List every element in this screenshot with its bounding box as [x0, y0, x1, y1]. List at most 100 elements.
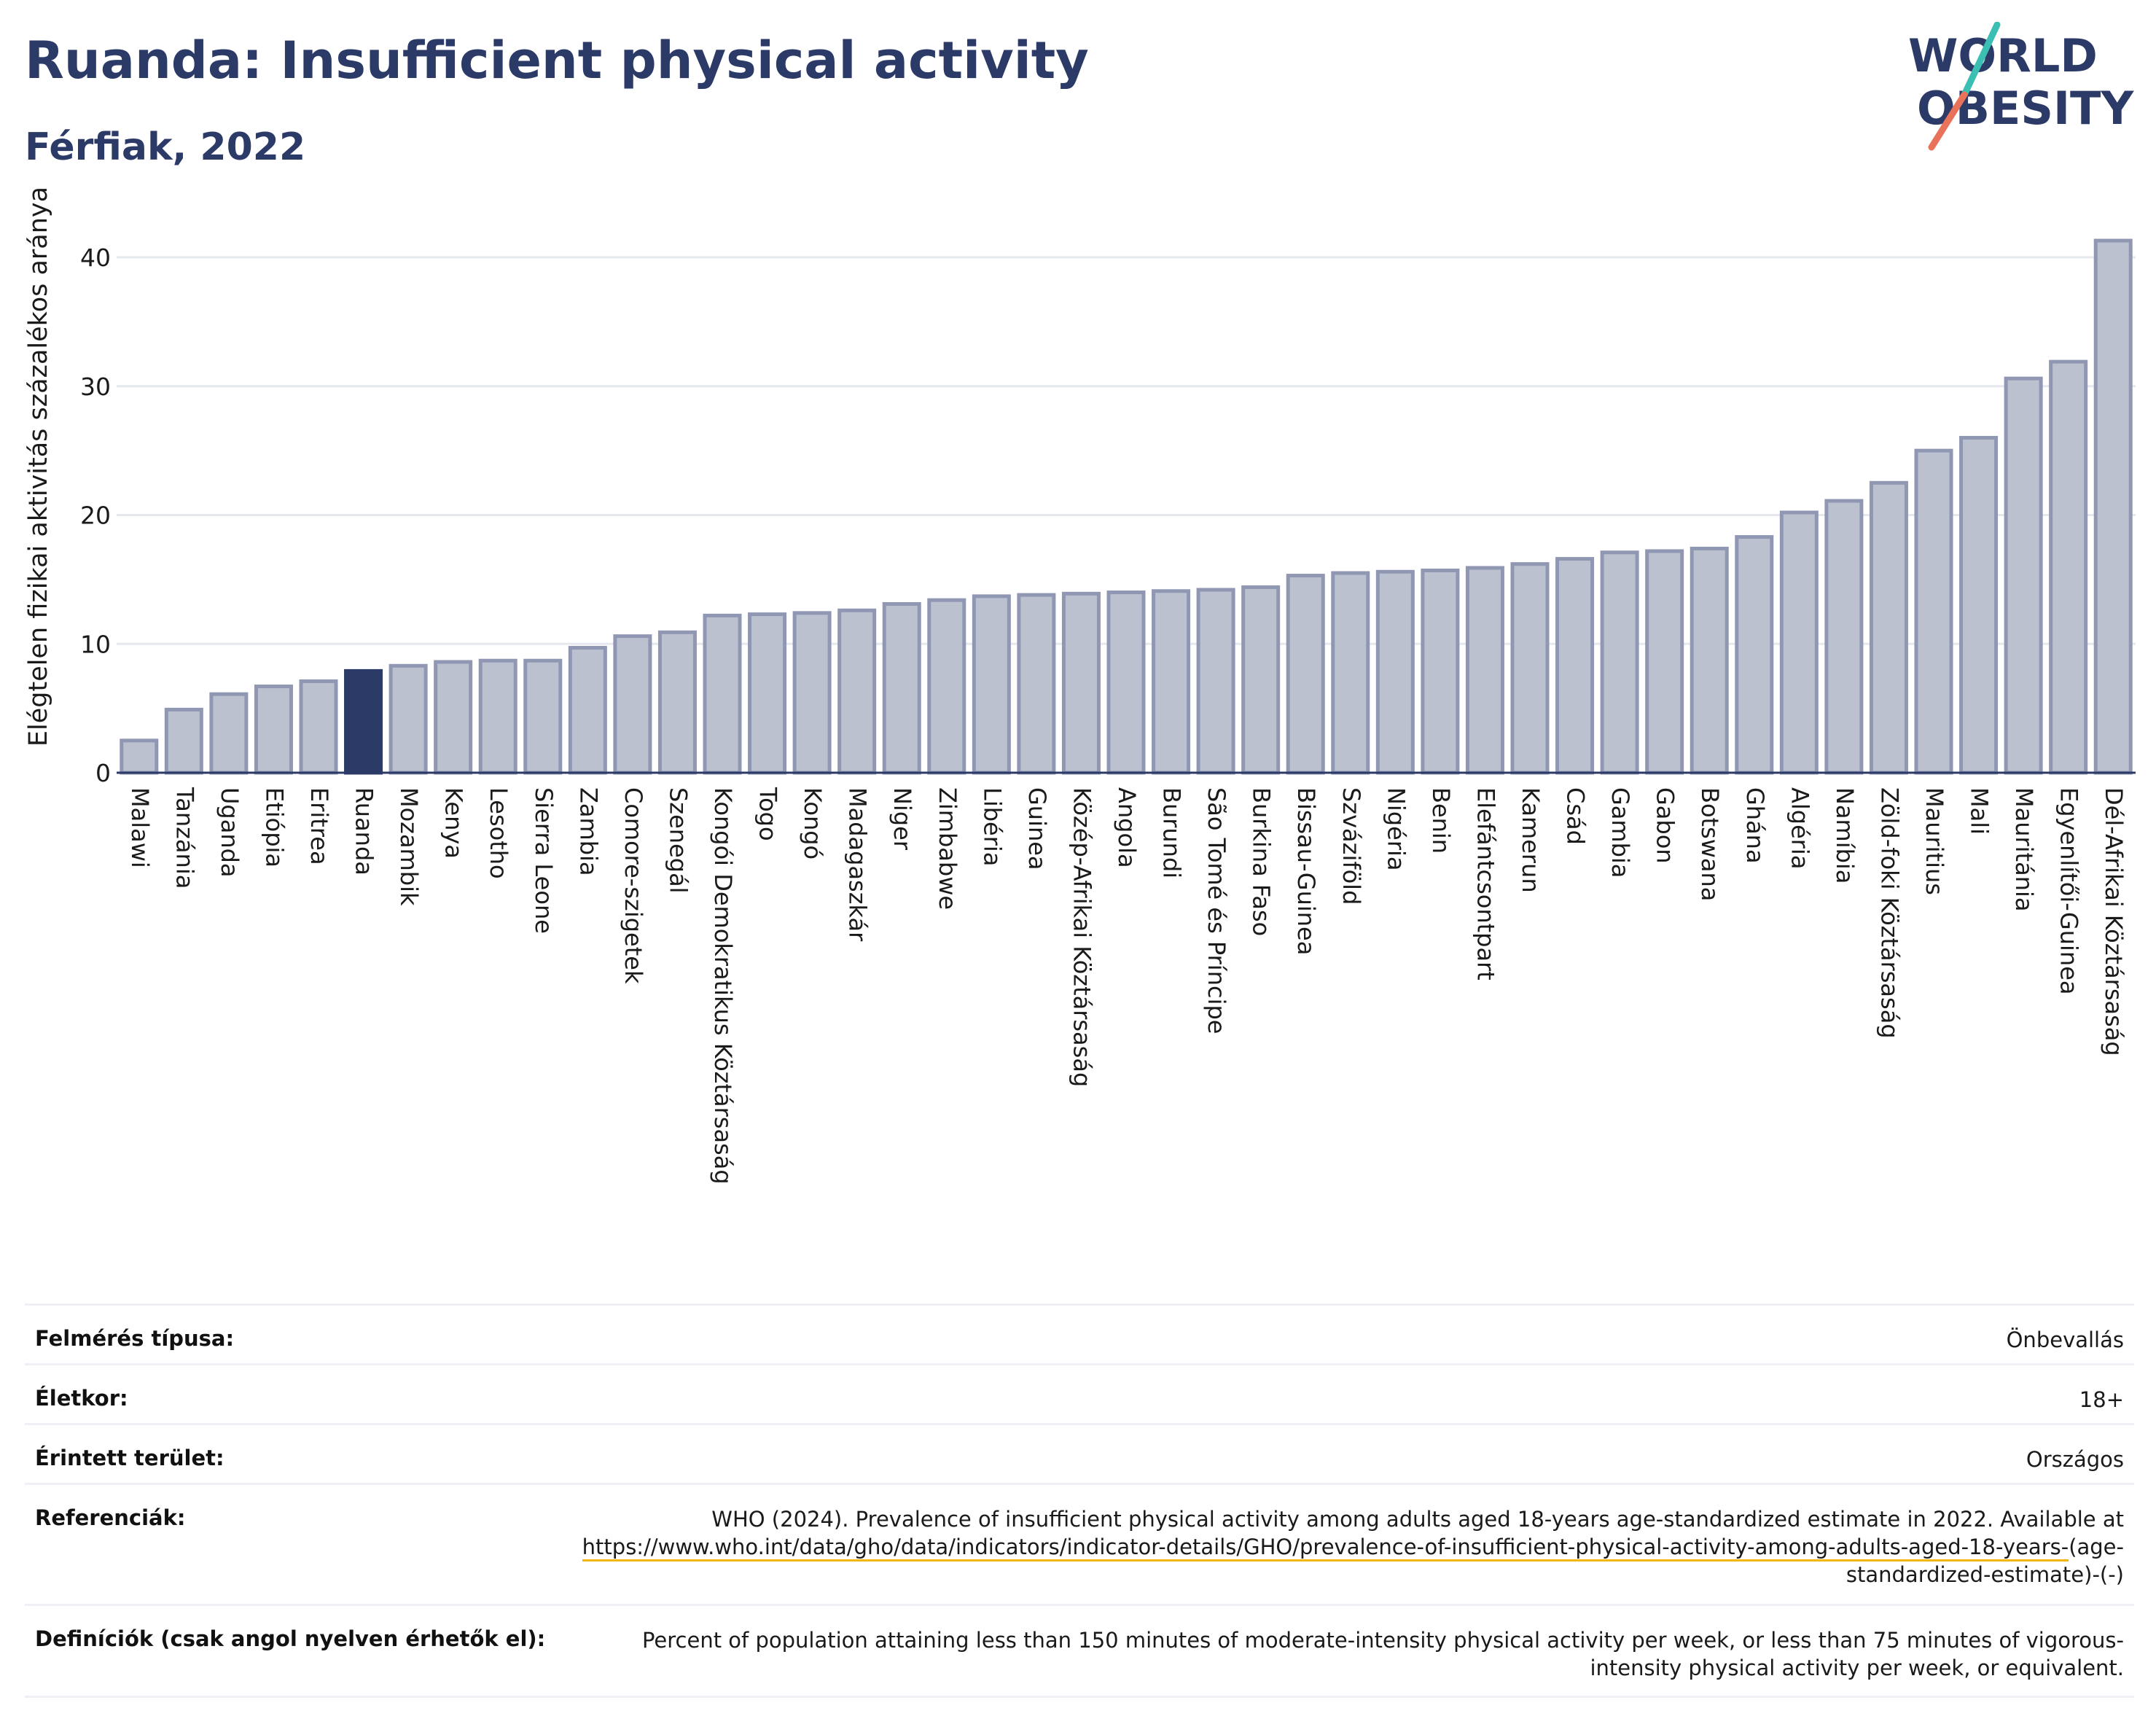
x-tick-label: Szváziföld	[1337, 787, 1365, 905]
x-tick-label: Nigéria	[1382, 787, 1410, 870]
x-tick-label: Kamerun	[1517, 787, 1544, 893]
bar	[1959, 435, 1999, 775]
bar	[2093, 238, 2133, 775]
x-tick-label: Bissau-Guinea	[1292, 787, 1320, 955]
x-tick-label: Madagaszkár	[844, 787, 872, 942]
bar	[972, 594, 1011, 775]
bar	[748, 612, 787, 775]
bar	[164, 707, 203, 775]
x-tick-label: Elefántcsontpart	[1472, 787, 1499, 980]
info-row-references: Referenciák: WHO (2024). Prevalence of i…	[25, 1483, 2134, 1605]
info-row-age: Életkor: 18+	[25, 1364, 2134, 1424]
chart-title: Ruanda: Insufficient physical activity	[25, 31, 1089, 90]
logo-slash-teal	[1961, 22, 2001, 98]
x-tick-label: Dél-Afrikai Köztársaság	[2100, 787, 2128, 1056]
x-tick-label: Ghána	[1741, 787, 1769, 864]
bar	[1421, 569, 1460, 775]
info-row-survey: Felmérés típusa: Önbevallás	[25, 1304, 2134, 1365]
bar	[1196, 588, 1235, 775]
x-tick-label: Egyenlítői-Guinea	[2055, 787, 2083, 995]
bar	[1555, 557, 1595, 775]
bar	[120, 738, 159, 775]
bar	[299, 679, 338, 775]
y-axis-label: Elégtelen fizikai aktivitás százalékos a…	[24, 187, 53, 746]
x-tick-label: Zöld-foki Köztársaság	[1875, 787, 1903, 1039]
bar	[927, 598, 966, 775]
logo-slash-coral	[1928, 91, 1968, 151]
x-tick-label: Mozambik	[395, 787, 423, 906]
x-tick-label: Csád	[1562, 787, 1590, 845]
bar-highlighted	[344, 668, 383, 775]
x-tick-label: Eritrea	[305, 787, 333, 865]
world-obesity-logo: WORLD OBESITY	[1908, 22, 2134, 151]
x-tick-label: Kongó	[799, 787, 827, 859]
x-tick-label: Tanzánia	[171, 787, 198, 889]
references-text: WHO (2024). Prevalence of insufficient p…	[711, 1507, 2124, 1532]
bar	[1152, 589, 1191, 775]
bar	[2049, 359, 2088, 775]
bar	[1600, 550, 1639, 775]
bar	[1465, 566, 1504, 775]
bar	[1331, 571, 1370, 775]
bar	[478, 658, 517, 775]
info-row-area: Érintett terület: Országos	[25, 1424, 2134, 1484]
x-axis-labels: Malawi Tanzánia Uganda Etiópia Eritrea Ruanda…	[126, 787, 2128, 1185]
x-tick-label: Gambia	[1606, 787, 1634, 878]
y-tick-label: 30	[80, 373, 111, 401]
y-tick-label: 20	[80, 502, 111, 530]
logo-line-1: WORLD	[1908, 29, 2098, 82]
x-tick-label: Uganda	[216, 787, 243, 878]
y-tick-label: 40	[80, 243, 111, 272]
bar	[657, 630, 697, 775]
x-tick-label: Mauritánia	[2010, 787, 2038, 911]
bar	[523, 658, 563, 775]
bar	[1779, 510, 1819, 775]
x-tick-label: Gabon	[1652, 787, 1679, 864]
definitions-label: Definíciók (csak angol nyelven érhetők e…	[35, 1626, 546, 1651]
x-tick-label: Mauritius	[1921, 787, 1948, 895]
references-label: Referenciák:	[35, 1505, 186, 1530]
age-value: 18+	[2079, 1387, 2124, 1412]
info-table: Felmérés típusa: Önbevallás Életkor: 18+…	[25, 1303, 2134, 1698]
x-tick-label: Angola	[1113, 787, 1141, 868]
x-tick-label: Niger	[888, 787, 916, 851]
x-tick-label: Etiópia	[260, 787, 288, 868]
bar	[882, 601, 921, 775]
bar	[1869, 480, 1908, 775]
x-tick-label: Botswana	[1696, 787, 1724, 901]
x-tick-label: Guinea	[1023, 787, 1051, 870]
x-tick-label: Libéria	[978, 787, 1006, 866]
x-tick-label: Namíbia	[1831, 787, 1859, 884]
x-tick-label: Kongói Demokratikus Köztársaság	[709, 787, 737, 1185]
x-tick-label: Sierra Leone	[530, 787, 558, 934]
x-tick-label: Zambia	[574, 787, 602, 876]
x-tick-label: Burkina Faso	[1248, 787, 1276, 936]
bar	[254, 685, 293, 775]
x-tick-label: Mali	[1966, 787, 1993, 835]
y-tick-label: 10	[80, 630, 111, 658]
bar	[703, 613, 742, 775]
bar	[1735, 535, 1774, 775]
references-tail: (age-standardized-estimate)-(-)	[1846, 1535, 2124, 1587]
references-link[interactable]: https://www.who.int/data/gho/data/indica…	[582, 1535, 2069, 1562]
survey-value: Önbevallás	[2006, 1327, 2124, 1352]
bar	[1017, 593, 1056, 775]
bar	[792, 611, 832, 775]
survey-label: Felmérés típusa:	[35, 1326, 235, 1351]
bar	[1645, 549, 1684, 775]
x-tick-label: Malawi	[126, 787, 154, 868]
x-tick-label: Comore-szigetek	[620, 787, 647, 984]
y-axis-ticks: 0 10 20 30 40	[80, 243, 111, 787]
x-tick-label: Benin	[1427, 787, 1455, 854]
x-tick-label: Zimbabwe	[934, 787, 961, 910]
bar	[1061, 591, 1101, 775]
area-label: Érintett terület:	[35, 1446, 224, 1470]
bar	[613, 634, 652, 775]
x-tick-label: Lesotho	[485, 787, 512, 879]
bar	[2004, 376, 2043, 775]
x-tick-label: Algéria	[1786, 787, 1813, 869]
definitions-value: Percent of population attaining less tha…	[641, 1628, 2124, 1680]
x-tick-label: Kenya	[440, 787, 468, 859]
bar	[1510, 562, 1550, 775]
x-tick-label: Togo	[754, 787, 782, 841]
